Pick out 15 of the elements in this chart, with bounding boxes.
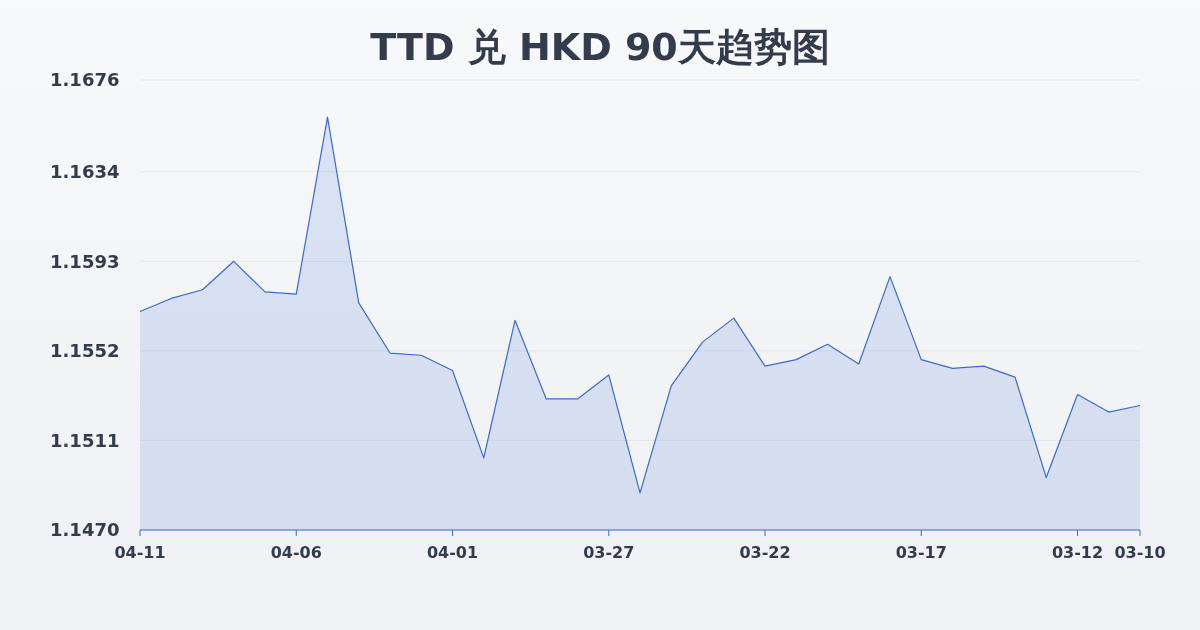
x-tick-label: 03-17	[895, 543, 947, 562]
x-tick-label: 04-11	[114, 543, 166, 562]
y-tick-label: 1.1593	[50, 250, 120, 272]
x-tick-label: 04-06	[270, 543, 322, 562]
y-tick-label: 1.1511	[50, 429, 120, 451]
x-tick-label: 03-27	[583, 543, 635, 562]
y-tick-label: 1.1552	[50, 340, 120, 362]
x-tick-label: 03-10	[1114, 543, 1166, 562]
x-tick-label: 03-22	[739, 543, 791, 562]
y-tick-label: 1.1470	[50, 519, 120, 541]
chart-title: TTD 兑 HKD 90天趋势图	[370, 25, 830, 69]
y-tick-label: 1.1676	[50, 69, 120, 91]
x-tick-label: 04-01	[426, 543, 479, 562]
y-tick-label: 1.1634	[50, 161, 120, 183]
x-tick-label: 03-12	[1051, 543, 1104, 562]
